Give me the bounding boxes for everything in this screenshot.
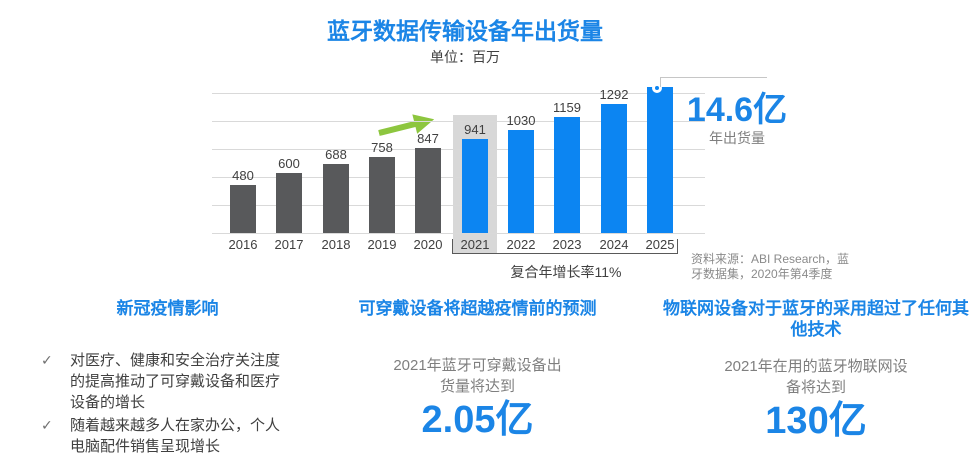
bar-2021 [462, 139, 488, 233]
endpoint-marker [652, 83, 662, 93]
chart-unit-label: 单位：百万 [430, 49, 500, 65]
bar-2023 [554, 117, 580, 233]
bar-chart: 480 2016 600 2017 688 2018 758 2019 847 2020 941 20… [212, 78, 792, 260]
x-axis-label: 2024 [599, 237, 629, 252]
x-axis-label: 2025 [645, 237, 675, 252]
x-axis-label: 2020 [413, 237, 443, 252]
growth-arrow-icon [376, 107, 438, 144]
bullet-text: 对医疗、健康和安全治疗关注度的提高推动了可穿戴设备和医疗设备的增长 [70, 352, 281, 411]
section-caption: 2021年在用的蓝牙物联网设备将达到 [724, 358, 908, 396]
gridline [212, 93, 705, 94]
big-number-wearables: 2.05亿 [421, 399, 534, 441]
chart-title: 蓝牙数据传输设备年出货量 [327, 18, 603, 44]
bar-2024 [601, 104, 627, 233]
cagr-bracket [452, 239, 678, 254]
callout-line-vertical [660, 77, 661, 87]
bar-value-label: 688 [325, 147, 347, 162]
section-heading: 新冠疫情影响 [116, 299, 219, 318]
bar-2016 [230, 185, 256, 233]
x-axis-label: 2017 [274, 237, 304, 252]
x-axis-label: 2022 [506, 237, 536, 252]
section-heading: 物联网设备对于蓝牙的采用超过了任何其他技术 [663, 299, 969, 339]
x-axis-label: 2023 [552, 237, 582, 252]
bar-2018 [323, 164, 349, 233]
gridline [212, 205, 705, 206]
cagr-label: 复合年增长率11% [510, 264, 622, 280]
source-line-1: 资料来源：ABI Research，蓝 [691, 252, 850, 266]
source-note: 资料来源：ABI Research，蓝 牙数据集，2020年第4季度 [691, 252, 886, 282]
bar-value-label: 480 [232, 168, 254, 183]
bar-value-label: 941 [464, 122, 486, 137]
gridline [212, 149, 705, 150]
bar-2022 [508, 130, 534, 233]
bar-2019 [369, 157, 395, 233]
annotation-caption: 年出货量 [709, 130, 765, 146]
check-icon: ✓ [41, 352, 53, 368]
bar-value-label: 847 [417, 131, 439, 146]
section-heading: 可穿戴设备将超越疫情前的预测 [358, 299, 597, 318]
bar-2025 [647, 87, 673, 233]
bullet-item: ✓ 对医疗、健康和安全治疗关注度的提高推动了可穿戴设备和医疗设备的增长 [41, 350, 310, 413]
bar-value-label: 1292 [599, 87, 629, 102]
section-wearables: 可穿戴设备将超越疫情前的预测 2021年蓝牙可穿戴设备出货量将达到 2.05亿 [330, 298, 625, 441]
x-axis-label: 2021 [460, 237, 490, 252]
gridline [212, 177, 705, 178]
bar-value-label: 758 [371, 140, 393, 155]
check-icon: ✓ [41, 417, 53, 433]
section-caption: 2021年蓝牙可穿戴设备出货量将达到 [393, 357, 562, 395]
section-covid-impact: 新冠疫情影响 ✓ 对医疗、健康和安全治疗关注度的提高推动了可穿戴设备和医疗设备的… [25, 298, 310, 459]
bar-2020 [415, 148, 441, 233]
x-axis-label: 2016 [228, 237, 258, 252]
section-iot: 物联网设备对于蓝牙的采用超过了任何其他技术 2021年在用的蓝牙物联网设备将达到… [660, 298, 972, 442]
bar-value-label: 1159 [553, 100, 581, 115]
bar-value-label: 600 [278, 156, 300, 171]
gridline [212, 233, 705, 234]
bullet-item: ✓ 随着越来越多人在家办公，个人电脑配件销售呈现增长 [41, 415, 310, 457]
bullet-list: ✓ 对医疗、健康和安全治疗关注度的提高推动了可穿戴设备和医疗设备的增长 ✓ 随着… [25, 350, 310, 457]
bullet-text: 随着越来越多人在家办公，个人电脑配件销售呈现增长 [70, 417, 281, 455]
x-axis-label: 2018 [321, 237, 351, 252]
bar-2017 [276, 173, 302, 233]
callout-line-horizontal [660, 77, 767, 78]
gridline [212, 121, 705, 122]
bar-value-label: 1030 [506, 113, 536, 128]
big-number-iot: 130亿 [765, 400, 867, 442]
x-axis-label: 2019 [367, 237, 397, 252]
source-line-2: 牙数据集，2020年第4季度 [691, 267, 833, 281]
annotation-value: 14.6亿 [686, 91, 788, 129]
